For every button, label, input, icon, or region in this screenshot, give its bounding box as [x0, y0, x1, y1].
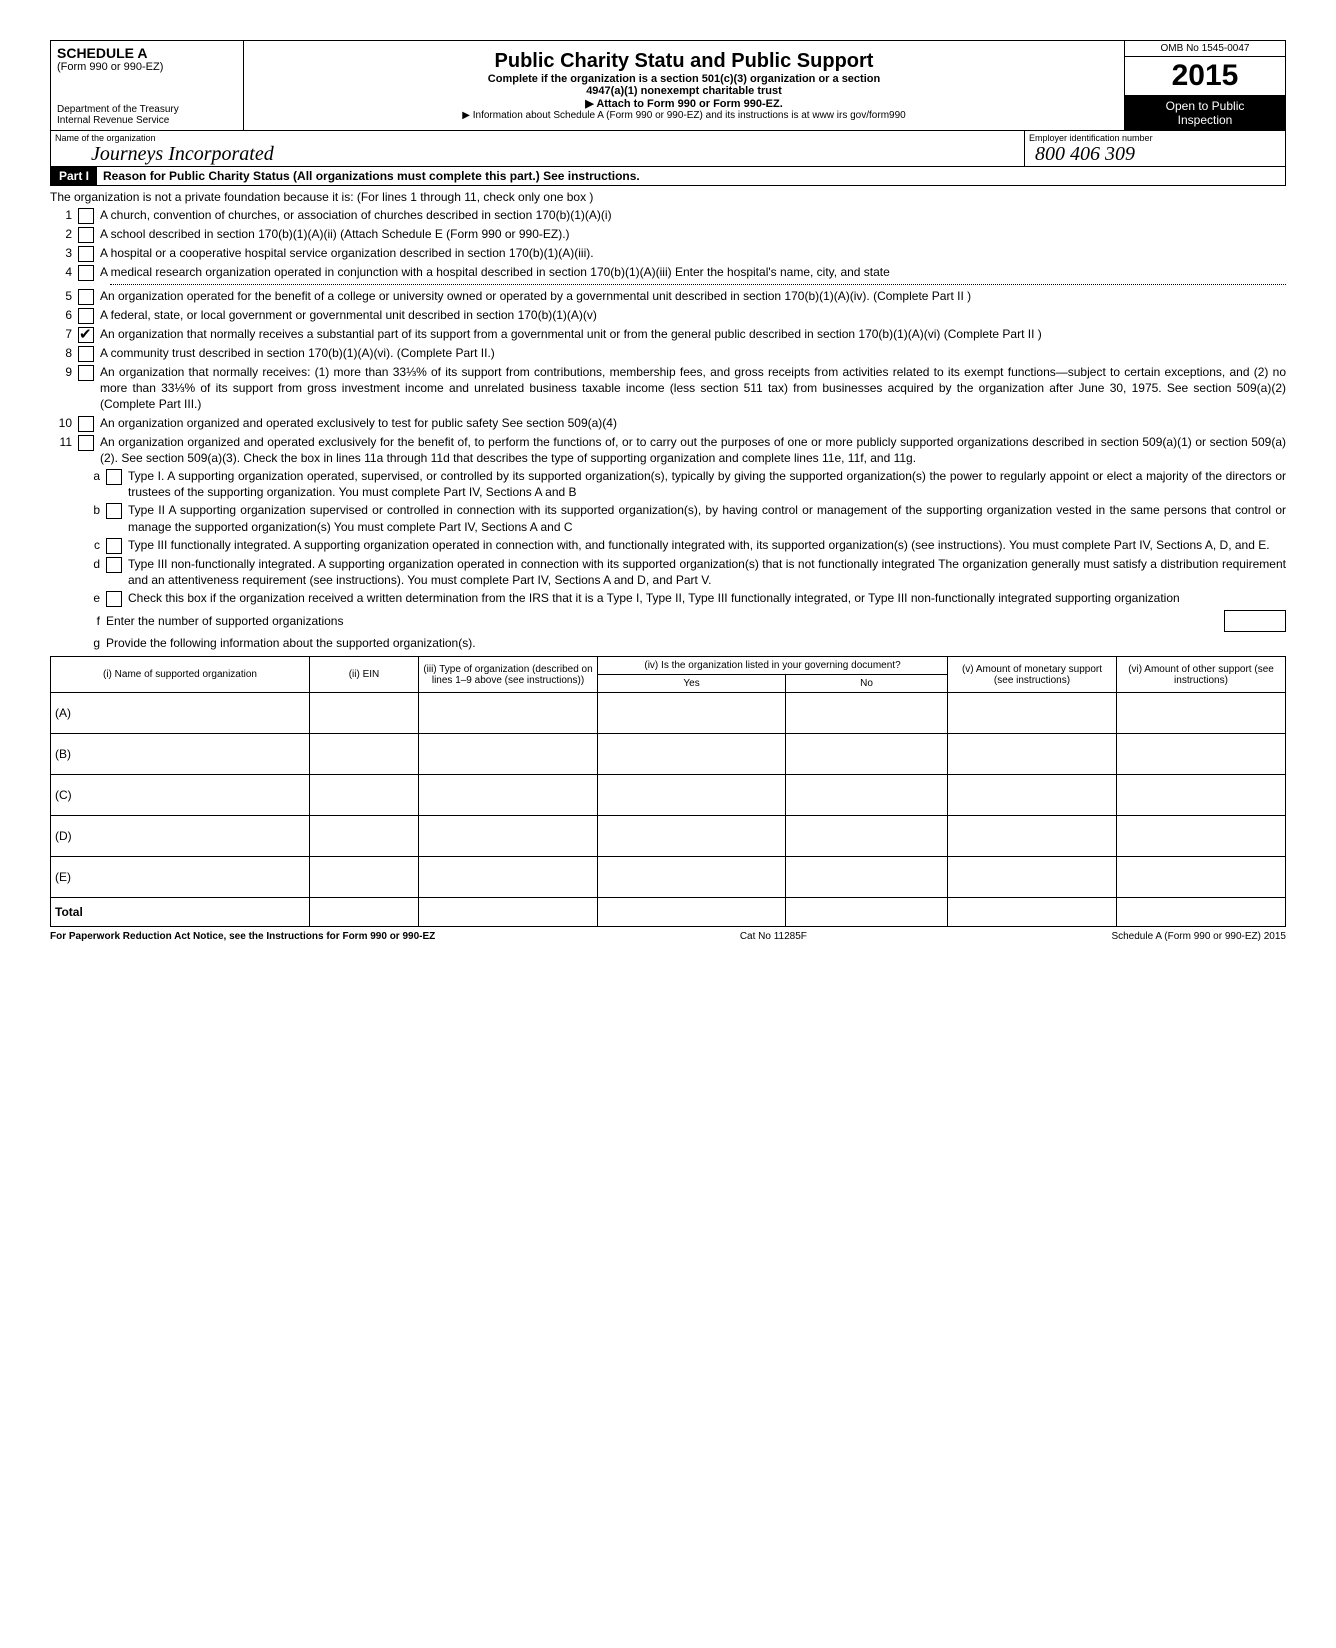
dotted-line-4: [110, 284, 1286, 285]
checkbox-4[interactable]: [78, 265, 94, 281]
line-11d: d Type III non-functionally integrated. …: [50, 555, 1286, 589]
th-name: (i) Name of supported organization: [51, 657, 310, 693]
line-11e: e Check this box if the organization rec…: [50, 589, 1286, 608]
dept-1: Department of the Treasury: [57, 104, 237, 115]
form-title: Public Charity Statu and Public Support: [250, 50, 1118, 73]
line-7: 7 An organization that normally receives…: [50, 325, 1286, 344]
checkbox-9[interactable]: [78, 365, 94, 381]
line-1: 1 A church, convention of churches, or a…: [50, 206, 1286, 225]
line-10: 10 An organization organized and operate…: [50, 414, 1286, 433]
supported-count-box[interactable]: [1224, 610, 1286, 632]
line-9: 9 An organization that normally receives…: [50, 363, 1286, 414]
intro-text: The organization is not a private founda…: [50, 186, 1286, 206]
checkbox-3[interactable]: [78, 246, 94, 262]
checkbox-11a[interactable]: [106, 469, 122, 485]
header-center: Public Charity Statu and Public Support …: [244, 41, 1124, 130]
header-right: OMB No 1545-0047 2015 Open to Public Ins…: [1124, 41, 1285, 130]
checkbox-11[interactable]: [78, 435, 94, 451]
supported-org-table: (i) Name of supported organization (ii) …: [50, 656, 1286, 927]
checkbox-11d[interactable]: [106, 557, 122, 573]
line-11a: a Type I. A supporting organization oper…: [50, 467, 1286, 501]
org-name-value: Journeys Incorporated: [51, 143, 1024, 166]
checkbox-10[interactable]: [78, 416, 94, 432]
sub1b: 4947(a)(1) nonexempt charitable trust: [250, 85, 1118, 97]
th-no: No: [786, 675, 948, 693]
schedule-label: SCHEDULE A: [57, 45, 237, 61]
th-monetary: (v) Amount of monetary support (see inst…: [948, 657, 1117, 693]
header: SCHEDULE A (Form 990 or 990-EZ) Departme…: [50, 40, 1286, 131]
org-name-cell: Name of the organization Journeys Incorp…: [51, 131, 1025, 166]
part-1-title: Reason for Public Charity Status (All or…: [97, 167, 646, 185]
dept-2: Internal Revenue Service: [57, 115, 237, 126]
checkbox-11e[interactable]: [106, 591, 122, 607]
year: 2015: [1125, 57, 1285, 96]
line-11: 11 An organization organized and operate…: [50, 433, 1286, 467]
ein-value: 800 406 309: [1025, 143, 1285, 166]
line-6: 6 A federal, state, or local government …: [50, 306, 1286, 325]
checkbox-7[interactable]: [78, 327, 94, 343]
table-row: (A): [51, 693, 1286, 734]
open-to-public: Open to Public Inspection: [1125, 96, 1285, 130]
th-type: (iii) Type of organization (described on…: [419, 657, 598, 693]
org-name-label: Name of the organization: [51, 131, 1024, 143]
sub3: ▶ Information about Schedule A (Form 990…: [250, 110, 1118, 121]
line-4: 4 A medical research organization operat…: [50, 263, 1286, 282]
sub1: Complete if the organization is a sectio…: [250, 73, 1118, 85]
table-row: (D): [51, 816, 1286, 857]
table-row: (B): [51, 734, 1286, 775]
line-11b: b Type II A supporting organization supe…: [50, 501, 1286, 535]
line-2: 2 A school described in section 170(b)(1…: [50, 225, 1286, 244]
checkbox-8[interactable]: [78, 346, 94, 362]
schedule-a-page: SCHEDULE A (Form 990 or 990-EZ) Departme…: [50, 40, 1286, 942]
checkbox-2[interactable]: [78, 227, 94, 243]
line-8: 8 A community trust described in section…: [50, 344, 1286, 363]
part-1-label: Part I: [51, 167, 97, 185]
checkbox-5[interactable]: [78, 289, 94, 305]
omb: OMB No 1545-0047: [1125, 41, 1285, 57]
th-listed: (iv) Is the organization listed in your …: [598, 657, 948, 675]
table-row: (C): [51, 775, 1286, 816]
line-11f: f Enter the number of supported organiza…: [50, 608, 1286, 634]
checkbox-11b[interactable]: [106, 503, 122, 519]
sub2: ▶ Attach to Form 990 or Form 990-EZ.: [250, 97, 1118, 110]
footer-center: Cat No 11285F: [740, 931, 807, 942]
checkbox-11c[interactable]: [106, 538, 122, 554]
th-ein: (ii) EIN: [310, 657, 419, 693]
checkbox-6[interactable]: [78, 308, 94, 324]
page-footer: For Paperwork Reduction Act Notice, see …: [50, 927, 1286, 942]
line-5: 5 An organization operated for the benef…: [50, 287, 1286, 306]
checkbox-1[interactable]: [78, 208, 94, 224]
name-ein-row: Name of the organization Journeys Incorp…: [50, 131, 1286, 167]
th-other: (vi) Amount of other support (see instru…: [1117, 657, 1286, 693]
header-left: SCHEDULE A (Form 990 or 990-EZ) Departme…: [51, 41, 244, 130]
form-sub: (Form 990 or 990-EZ): [57, 61, 237, 73]
th-yes: Yes: [598, 675, 786, 693]
ein-cell: Employer identification number 800 406 3…: [1025, 131, 1285, 166]
line-11g: g Provide the following information abou…: [50, 634, 1286, 652]
ein-label: Employer identification number: [1025, 131, 1285, 143]
table-row-total: Total: [51, 898, 1286, 927]
footer-right: Schedule A (Form 990 or 990-EZ) 2015: [1111, 931, 1286, 942]
part-1-bar: Part I Reason for Public Charity Status …: [50, 167, 1286, 186]
line-3: 3 A hospital or a cooperative hospital s…: [50, 244, 1286, 263]
footer-left: For Paperwork Reduction Act Notice, see …: [50, 931, 435, 942]
line-11c: c Type III functionally integrated. A su…: [50, 536, 1286, 555]
table-row: (E): [51, 857, 1286, 898]
